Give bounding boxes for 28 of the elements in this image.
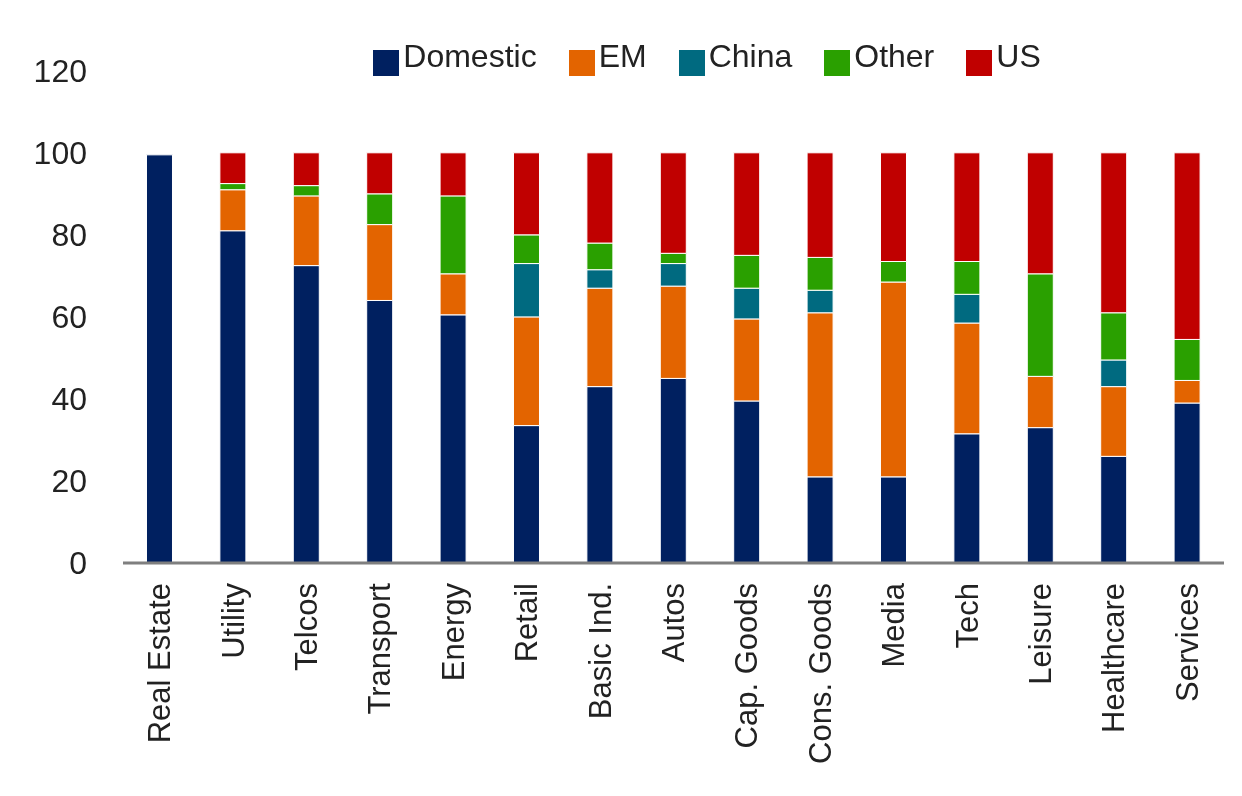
legend-label: EM [598,38,647,74]
bar [145,154,173,563]
y-tick-label: 40 [51,381,87,418]
y-tick-label: 80 [51,217,87,254]
y-tick-label: 60 [51,299,87,336]
x-tick-label: Cap. Goods [729,583,765,749]
x-tick-label: Cons. Goods [802,583,838,764]
legend-label: US [996,38,1041,74]
x-tick-label: Media [876,582,912,668]
x-tick-label: Retail [509,583,545,663]
x-tick-label: Transport [362,582,398,715]
x-tick-label: Basic Ind. [582,583,618,720]
x-tick-label: Real Estate [142,583,178,744]
legend-label: Other [854,38,935,74]
legend-label: Domestic [403,38,537,74]
x-tick-label: Autos [656,583,691,663]
x-tick-label: Tech [949,583,985,649]
y-tick-label: 120 [33,53,87,90]
y-tick-label: 100 [33,135,87,172]
x-tick-label: Telcos [289,583,324,671]
x-tick-label: Energy [435,582,471,682]
x-tick-label: Utility [215,582,251,659]
legend-label: China [708,38,793,74]
x-tick-label: Leisure [1023,583,1058,685]
x-tick-label: Healthcare [1096,583,1132,733]
x-tick-label: Services [1169,583,1205,702]
y-tick-label: 0 [69,545,87,582]
y-tick-label: 20 [51,463,87,500]
